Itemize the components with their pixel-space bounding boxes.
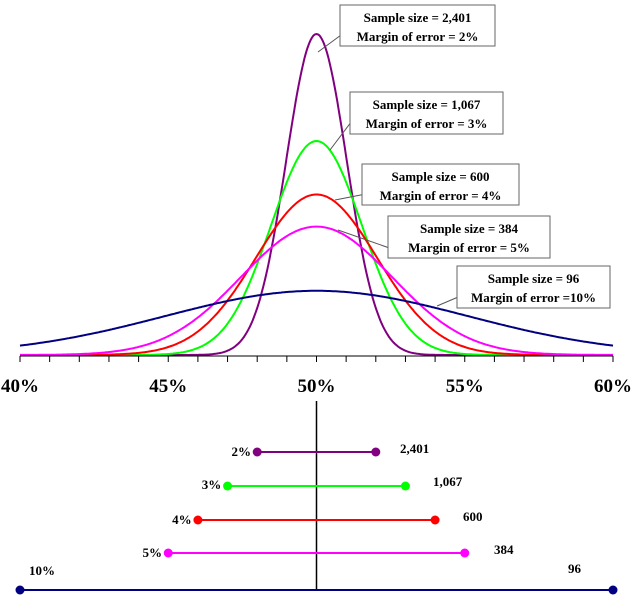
series-label-box (349, 91, 504, 135)
moe-label: 4% (172, 512, 192, 527)
margin-of-error-label: Margin of error = 2% (357, 29, 479, 44)
x-tick-label: 55% (446, 376, 484, 397)
x-tick-label: 45% (149, 376, 187, 397)
sample-size-value: 384 (494, 542, 514, 557)
error-bar-end-dot (163, 548, 173, 558)
moe-label: 2% (231, 444, 251, 459)
distribution-curve-10 (19, 289, 614, 347)
sample-size-value: 96 (568, 561, 582, 576)
margin-of-error-label: Margin of error = 5% (408, 240, 530, 255)
error-bar-end-dot (15, 585, 25, 595)
leader-line (317, 35, 341, 53)
series-label-box (456, 265, 611, 309)
sample-size-label: Sample size = 384 (420, 221, 519, 236)
error-bar-end-dot (430, 515, 440, 525)
error-bar-end-dot (193, 515, 203, 525)
margin-of-error-label: Margin of error =10% (471, 290, 596, 305)
sample-size-label: Sample size = 600 (391, 169, 489, 184)
error-bar-end-dot (460, 548, 470, 558)
sample-size-label: Sample size = 1,067 (373, 97, 481, 112)
moe-label: 3% (202, 477, 222, 492)
leader-line (334, 194, 363, 201)
sample-size-label: Sample size = 96 (488, 271, 580, 286)
distribution-curve-5 (20, 225, 613, 356)
error-bar-end-dot (371, 447, 381, 457)
moe-label: 5% (143, 545, 163, 560)
moe-label: 10% (29, 563, 55, 578)
error-bar-end-dot (252, 447, 262, 457)
error-bar-end-dot (400, 481, 410, 491)
error-bar-end-dot (223, 481, 233, 491)
error-bar-end-dot (608, 585, 618, 595)
leader-line (329, 123, 351, 151)
series-label-box (339, 4, 496, 47)
sample-size-value: 1,067 (433, 474, 463, 489)
x-tick-label: 60% (594, 376, 632, 397)
x-tick-label: 40% (1, 376, 39, 397)
x-tick-label: 50% (298, 376, 336, 397)
series-label-box (387, 215, 551, 259)
distribution-curve-4 (20, 193, 613, 356)
leader-line (337, 229, 389, 248)
sample-size-label: Sample size = 2,401 (364, 10, 472, 25)
sample-size-value: 2,401 (400, 441, 429, 456)
margin-of-error-label: Margin of error = 3% (366, 116, 488, 131)
sample-size-value: 600 (463, 509, 483, 524)
series-label-box (361, 163, 520, 206)
margin-of-error-label: Margin of error = 4% (380, 188, 502, 203)
leader-line (436, 297, 458, 307)
